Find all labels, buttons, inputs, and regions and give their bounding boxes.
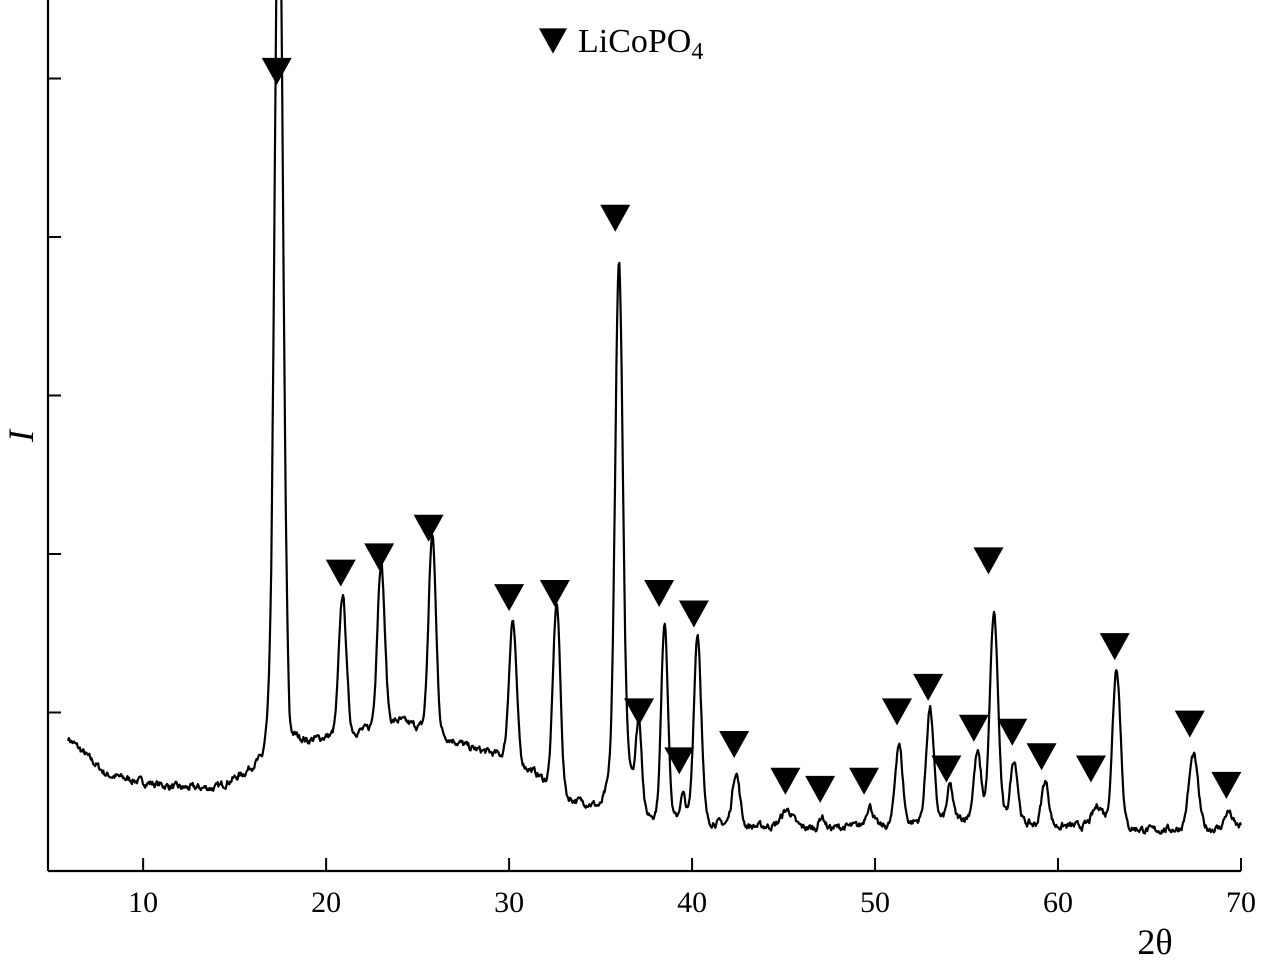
peak-marker-icon: [539, 580, 570, 608]
legend-label-subscript: 4: [691, 39, 703, 65]
peak-marker-icon: [882, 698, 913, 726]
peak-marker-icon: [1174, 710, 1205, 738]
peak-markers: [261, 57, 1242, 803]
peak-marker-icon: [931, 755, 962, 783]
peak-marker-icon: [364, 543, 395, 571]
x-tick-label: 30: [494, 886, 524, 919]
peak-marker-icon: [413, 514, 444, 542]
peak-marker-icon: [1211, 771, 1242, 799]
x-ticks: 10 20 30 40 50 60 70: [128, 858, 1256, 919]
legend-label-main: LiCoPO: [578, 23, 691, 60]
peak-marker-icon: [600, 204, 631, 232]
peak-marker-icon: [494, 584, 525, 612]
peak-marker-icon: [913, 673, 944, 701]
peak-marker-icon: [1099, 633, 1130, 661]
legend: LiCoPO4: [539, 23, 703, 65]
x-tick-label: 60: [1043, 886, 1073, 919]
x-tick-label: 10: [128, 886, 158, 919]
plot-area: 10 20 30 40 50 60 70: [46, 0, 1256, 919]
x-tick-label: 40: [677, 886, 707, 919]
xrd-pattern-line: [67, 0, 1243, 835]
peak-marker-icon: [997, 718, 1028, 746]
x-tick-label: 70: [1226, 886, 1256, 919]
peak-marker-icon: [624, 698, 655, 726]
peak-marker-icon: [805, 775, 836, 803]
x-tick-label: 20: [311, 886, 341, 919]
x-tick-label: 50: [860, 886, 890, 919]
peak-marker-icon: [719, 731, 750, 759]
peak-marker-icon: [770, 767, 801, 795]
peak-marker-icon: [849, 767, 880, 795]
peak-marker-icon: [678, 600, 709, 628]
peak-marker-icon: [1026, 743, 1057, 771]
peak-marker-icon: [664, 747, 695, 775]
x-axis-label: 2θ: [1137, 922, 1172, 962]
y-axis-label: I: [1, 428, 41, 443]
legend-marker-icon: [539, 28, 567, 54]
peak-marker-icon: [325, 559, 356, 587]
peak-marker-icon: [1075, 755, 1106, 783]
legend-label: LiCoPO4: [578, 23, 703, 65]
peak-marker-icon: [644, 580, 675, 608]
peak-marker-icon: [261, 57, 292, 85]
peak-marker-icon: [958, 714, 989, 742]
y-ticks: [48, 77, 61, 714]
peak-marker-icon: [973, 547, 1004, 575]
